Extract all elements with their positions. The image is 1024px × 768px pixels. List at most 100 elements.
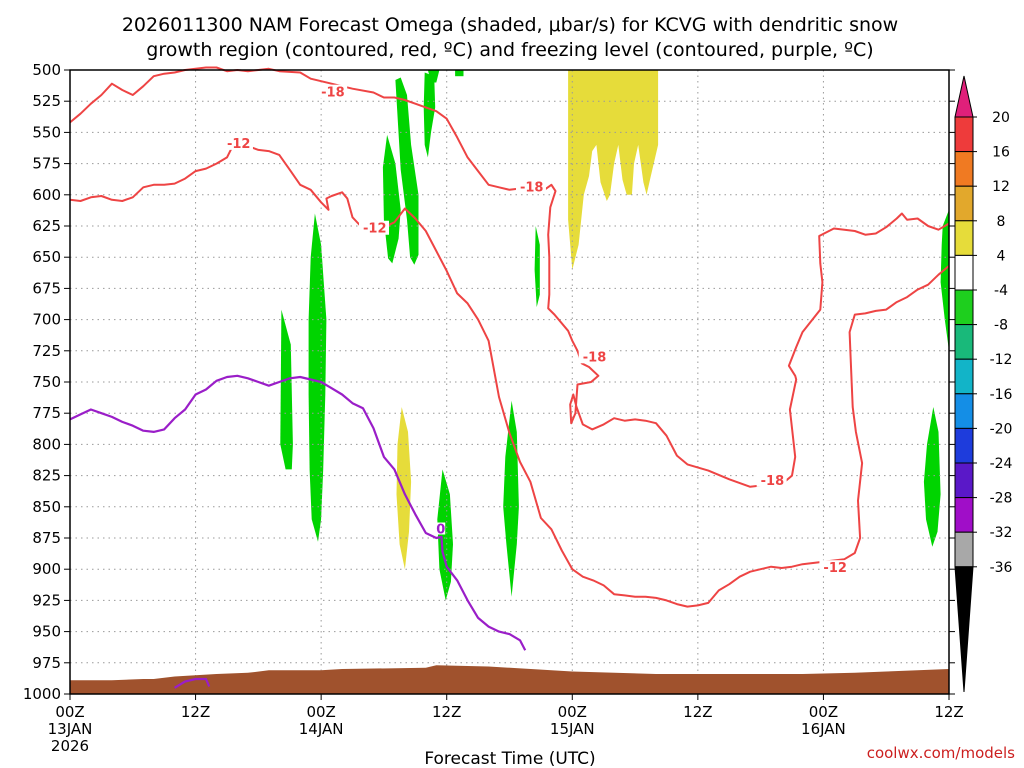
dgz-contour-label: -18 — [520, 181, 544, 196]
contour-label-bg — [819, 560, 850, 575]
x-tick-label: 2026 — [51, 737, 89, 755]
colorbar-label: -8 — [994, 318, 1008, 334]
grid-lines — [70, 70, 949, 694]
omega-positive-region — [568, 70, 659, 270]
y-tick-label: 500 — [32, 61, 61, 79]
colorbar-label: -28 — [990, 491, 1013, 507]
plot-background — [70, 70, 949, 694]
y-tick-label: 700 — [32, 311, 61, 329]
colorbar-label: -4 — [994, 283, 1008, 299]
colorbar-label: 4 — [997, 248, 1006, 264]
y-tick-label: 575 — [32, 155, 61, 173]
colorbar-label: -24 — [990, 456, 1013, 472]
y-tick-label: 600 — [32, 186, 61, 204]
colorbar-label: 16 — [992, 145, 1010, 161]
contour-label-bg — [222, 135, 253, 150]
omega-negative-region — [923, 407, 941, 547]
omega-negative-region — [455, 70, 464, 77]
colorbar-label: -20 — [990, 421, 1013, 437]
x-tick-label: 12Z — [683, 703, 712, 721]
x-tick-label: 00Z — [55, 703, 84, 721]
x-tick-label: 15JAN — [550, 720, 595, 738]
dgz-contour-label: -18 — [761, 474, 785, 489]
y-tick-label: 975 — [32, 654, 61, 672]
y-tick-label: 775 — [32, 404, 61, 422]
y-tick-label: 850 — [32, 498, 61, 516]
y-tick-label: 800 — [32, 435, 61, 453]
x-tick-label: 00Z — [306, 703, 335, 721]
y-tick-label: 675 — [32, 279, 61, 297]
x-tick-label: 00Z — [558, 703, 587, 721]
terrain-fill — [70, 665, 949, 694]
omega-negative-region — [308, 213, 327, 542]
colorbar-label: 20 — [992, 110, 1010, 126]
colorbar-swatch — [954, 531, 974, 568]
y-tick-label: 900 — [32, 560, 61, 578]
contour-label-bg — [515, 179, 546, 194]
colorbar-label: -16 — [990, 387, 1013, 403]
colorbar-label: -32 — [990, 525, 1013, 541]
colorbar-swatch — [954, 116, 974, 153]
omega-negative-region — [437, 469, 453, 601]
dgz-contour-label: -18 — [583, 350, 607, 365]
colorbar-label: 12 — [992, 179, 1010, 195]
y-tick-label: 550 — [32, 123, 61, 141]
dgz-contour-label: -12 — [363, 222, 387, 237]
colorbar-swatch — [954, 358, 974, 395]
colorbar: 20 16 12 8 4 -4 -8 -12 -16 -20 -24 -28 -32 -36 — [954, 75, 1013, 693]
y-tick-label: 750 — [32, 373, 61, 391]
credit-text[interactable]: coolwx.com/models — [867, 744, 1015, 762]
contour-label-bg — [578, 349, 609, 364]
dgz-contour-label: -12 — [227, 137, 251, 152]
x-tick-label: 12Z — [934, 703, 963, 721]
colorbar-swatch — [954, 324, 974, 360]
colorbar-swatch — [954, 427, 974, 464]
contour-label-bg — [317, 84, 348, 99]
freezing-level-label: 0 — [436, 523, 445, 538]
x-tick-label: 12Z — [432, 703, 461, 721]
omega-negative-region — [280, 309, 293, 470]
x-axis-title: Forecast Time (UTC) — [424, 749, 595, 768]
omega-negative-region — [395, 77, 419, 265]
y-tick-label: 875 — [32, 529, 61, 547]
colorbar-swatch — [954, 151, 974, 187]
x-tick-label: 14JAN — [299, 720, 344, 738]
freezing-level-line — [69, 374, 527, 651]
y-tick-label: 650 — [32, 248, 61, 266]
freezing-label-bg — [434, 522, 446, 535]
y-tick-label: 525 — [32, 92, 61, 110]
x-tick-label: 00Z — [809, 703, 838, 721]
colorbar-swatch — [954, 393, 974, 429]
colorbar-top-arrow — [954, 75, 974, 118]
colorbar-swatch — [954, 220, 974, 256]
contour-label-bg — [756, 472, 787, 487]
colorbar-swatch — [954, 185, 974, 222]
omega-shading — [280, 70, 949, 601]
omega-negative-region — [534, 226, 540, 308]
chart-title-line-1: 2026011300 NAM Forecast Omega (shaded, μ… — [122, 14, 898, 36]
omega-positive-region — [396, 407, 412, 570]
colorbar-swatch — [954, 497, 974, 533]
omega-negative-region — [423, 72, 436, 158]
dgz-contour-label: -12 — [823, 561, 847, 576]
x-tick-label: 16JAN — [801, 720, 846, 738]
omega-negative-region — [940, 209, 949, 351]
colorbar-swatch — [954, 289, 974, 326]
y-tick-label: 925 — [32, 591, 61, 609]
colorbar-label: -12 — [990, 352, 1013, 368]
plot-area: -18 -12 -18 -12 -18 -18 -12 0 — [69, 66, 950, 695]
freezing-level-line-low — [174, 677, 211, 689]
x-tick-label: 12Z — [181, 703, 210, 721]
y-tick-label: 950 — [32, 623, 61, 641]
dgz-contour-label: -18 — [321, 86, 345, 101]
chart-title-line-2: growth region (contoured, red, ºC) and f… — [146, 39, 873, 61]
colorbar-label: 8 — [997, 214, 1006, 230]
y-tick-label: 625 — [32, 217, 61, 235]
colorbar-swatch — [954, 462, 974, 499]
y-tick-label: 825 — [32, 467, 61, 485]
colorbar-bottom-arrow — [954, 566, 974, 693]
y-tick-label: 725 — [32, 342, 61, 360]
y-axis: 500 525 550 575 600 625 650 675 700 725 750 775 800 8… — [23, 61, 955, 703]
